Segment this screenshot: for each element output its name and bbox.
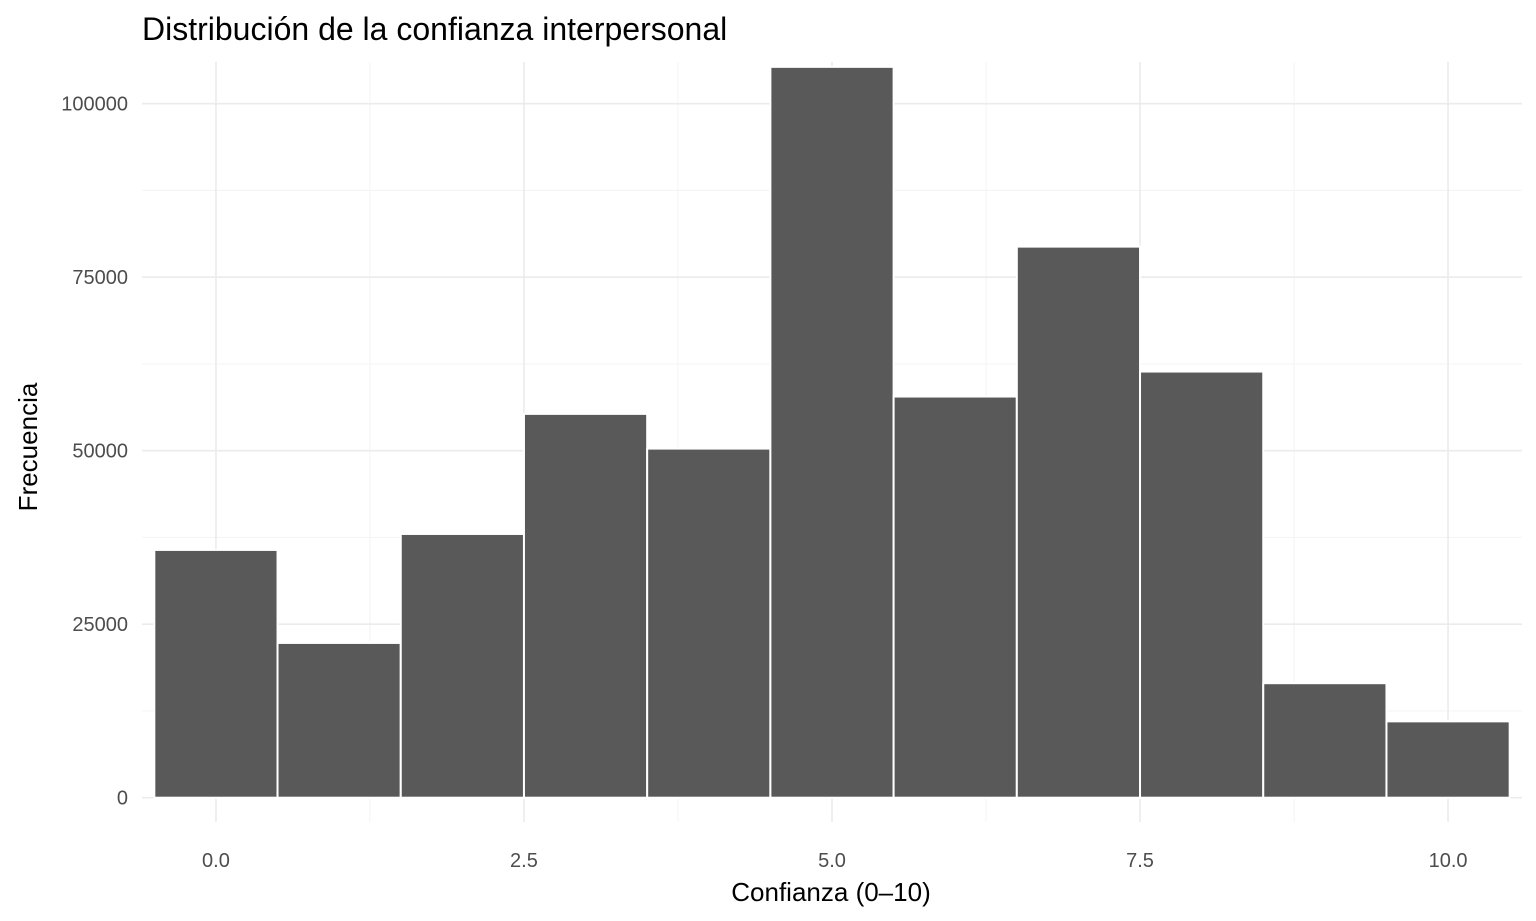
x-tick-label: 5.0 <box>818 850 846 872</box>
y-tick-label: 100000 <box>61 94 128 116</box>
histogram-bar-3 <box>522 412 649 799</box>
histogram-bar-8 <box>1139 370 1265 799</box>
x-tick-label: 7.5 <box>1126 850 1154 872</box>
y-tick-label: 25000 <box>72 614 128 636</box>
x-tick-label: 0.0 <box>202 850 230 872</box>
y-axis-tick-labels: 0 25000 50000 75000 100000 <box>61 94 128 810</box>
histogram-bar-2 <box>399 532 525 799</box>
y-tick-label: 50000 <box>72 441 128 463</box>
chart-title: Distribución de la confianza interperson… <box>142 11 727 47</box>
histogram-bar-4 <box>646 447 772 799</box>
y-axis-title: Frecuencia <box>13 382 43 511</box>
y-tick-label: 75000 <box>72 267 128 289</box>
histogram-bar-7 <box>1015 245 1142 799</box>
x-tick-label: 2.5 <box>510 850 538 872</box>
x-axis-tick-labels: 0.0 2.5 5.0 7.5 10.0 <box>202 850 1468 872</box>
histogram-bar-9 <box>1262 682 1388 799</box>
histogram-bar-1 <box>276 641 402 799</box>
histogram-bars <box>153 65 1511 799</box>
y-tick-label: 0 <box>117 788 128 810</box>
x-axis-title: Confianza (0–10) <box>731 877 930 907</box>
histogram-bar-5 <box>769 65 895 799</box>
x-tick-label: 10.0 <box>1429 850 1468 872</box>
histogram-bar-0 <box>153 548 279 799</box>
histogram-bar-10 <box>1385 720 1511 799</box>
histogram-bar-6 <box>892 395 1018 799</box>
